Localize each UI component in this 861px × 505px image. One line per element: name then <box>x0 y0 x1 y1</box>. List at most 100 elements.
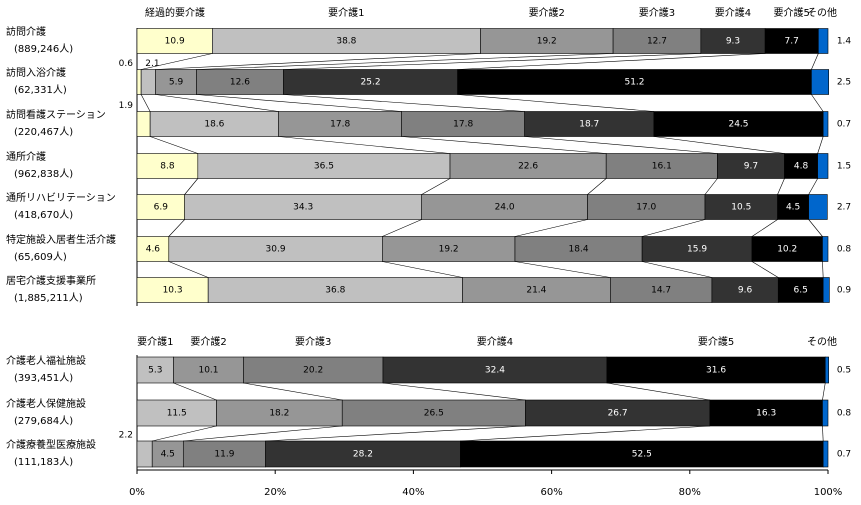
bar-segment <box>184 194 422 220</box>
connector <box>401 136 607 154</box>
value-label: 1.5 <box>837 162 851 172</box>
connector <box>457 53 766 70</box>
value-label: 10.2 <box>777 245 797 255</box>
bar-segment <box>460 440 824 468</box>
value-label: 0.8 <box>837 245 852 255</box>
bar-segment <box>462 277 611 303</box>
bar-segment <box>822 277 830 303</box>
bar-segment <box>421 194 588 220</box>
bar-segment <box>173 356 244 384</box>
bar-segment <box>136 399 217 427</box>
value-label: 18.2 <box>269 409 289 419</box>
value-label: 2.7 <box>837 203 851 213</box>
connector <box>777 178 785 195</box>
value-label: 9.3 <box>726 37 740 47</box>
value-label: 2.1 <box>145 59 159 69</box>
connector <box>421 178 451 195</box>
value-label: 17.8 <box>453 120 473 130</box>
legend-label: 要介護3 <box>295 335 331 348</box>
category-sublabel: (1,885,211人) <box>14 292 83 304</box>
value-label: 26.5 <box>424 409 444 419</box>
bar-segment <box>811 69 829 95</box>
category-label: 通所介護 <box>6 150 46 163</box>
value-label: 0.7 <box>837 120 851 130</box>
bar-segment <box>136 194 185 220</box>
category-label: 居宅介護支援事業所 <box>6 274 96 287</box>
connector <box>811 94 824 112</box>
value-label: 14.7 <box>651 286 671 296</box>
value-label: 0.9 <box>837 286 852 296</box>
bar-segment <box>700 28 766 54</box>
x-tick-label: 100% <box>814 487 843 498</box>
connector <box>382 382 526 401</box>
bar-segment <box>514 236 643 262</box>
connector <box>811 53 819 70</box>
connector <box>514 261 611 278</box>
value-label: 17.8 <box>330 120 350 130</box>
connector <box>751 261 779 278</box>
bar-segment <box>149 111 279 137</box>
bar-segment <box>449 153 607 179</box>
value-label: 4.6 <box>146 245 161 255</box>
category-sublabel: (962,838人) <box>14 168 73 180</box>
bar-segment <box>784 153 818 179</box>
legend-label: その他 <box>807 335 837 348</box>
connector <box>606 382 710 401</box>
connector <box>817 136 824 154</box>
value-label: 0.7 <box>837 450 851 460</box>
value-label: 25.2 <box>361 78 381 88</box>
connector <box>140 94 151 112</box>
value-label: 10.9 <box>165 37 185 47</box>
bar-segment <box>822 399 829 427</box>
bar-segment <box>818 28 829 54</box>
legend-label: 要介護3 <box>639 6 675 19</box>
legend-label: 経過的要介護 <box>145 6 205 19</box>
category-sublabel: (418,670人) <box>14 209 73 221</box>
value-label: 18.6 <box>204 120 224 130</box>
bar-segment <box>136 356 174 384</box>
value-label: 9.6 <box>738 286 753 296</box>
connector <box>141 53 213 70</box>
connector <box>173 382 217 401</box>
x-tick-label: 40% <box>402 487 424 498</box>
value-label: 19.2 <box>439 245 459 255</box>
bar-segment <box>606 356 826 384</box>
bar-segment <box>612 28 702 54</box>
bar-segment <box>136 440 153 468</box>
connector <box>382 219 422 237</box>
connector <box>524 136 718 154</box>
bar-segment <box>777 277 824 303</box>
category-sublabel: (393,451人) <box>14 372 73 384</box>
bar-segment <box>265 440 461 468</box>
bar-segment <box>216 399 343 427</box>
x-tick-label: 20% <box>264 487 286 498</box>
connector <box>196 94 402 112</box>
bar-segment <box>817 153 829 179</box>
value-label: 10.3 <box>163 286 183 296</box>
bar-segment <box>717 153 785 179</box>
value-label: 4.8 <box>794 162 809 172</box>
connector <box>283 94 525 112</box>
x-tick-label: 60% <box>540 487 562 498</box>
connector <box>751 219 778 237</box>
connector <box>822 261 824 278</box>
value-label: 2.5 <box>837 78 851 88</box>
x-tick-label: 0% <box>129 487 145 498</box>
legend-label: その他 <box>807 6 837 19</box>
connector <box>642 219 706 237</box>
value-label: 34.3 <box>293 203 313 213</box>
value-label: 18.7 <box>579 120 599 130</box>
category-sublabel: (111,183人) <box>14 456 73 468</box>
legend-label: 要介護1 <box>328 6 364 19</box>
connector <box>243 382 343 401</box>
value-label: 8.8 <box>160 162 175 172</box>
bar-segment <box>822 236 829 262</box>
legend-label: 要介護4 <box>715 6 751 19</box>
value-label: 12.6 <box>230 78 250 88</box>
connector <box>822 382 826 401</box>
connector <box>704 178 718 195</box>
value-label: 15.9 <box>687 245 707 255</box>
value-label: 31.6 <box>706 366 726 376</box>
